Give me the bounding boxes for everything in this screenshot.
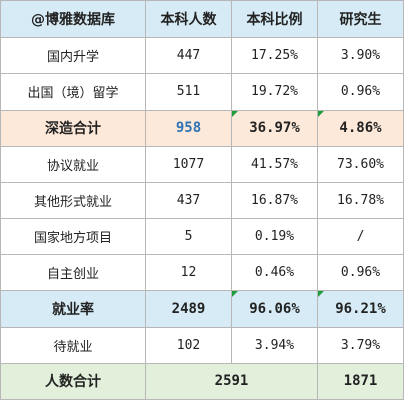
row-grad: 96.21% [317,290,404,328]
row-label: 待就业 [0,326,146,364]
row-label: 出国（境）留学 [0,73,146,111]
row-grad: 73.60% [317,145,404,183]
row-grad: 0.96% [317,73,404,111]
row-count: 1077 [145,145,232,183]
row-ratio: 17.25% [231,37,318,75]
row-grad: 16.78% [317,181,404,220]
row-grad: 3.90% [317,37,404,75]
row-count: 102 [145,326,232,364]
row-count: 2489 [145,290,232,328]
row-label: 其他形式就业 [0,181,146,220]
row-label: 国家地方项目 [0,218,146,256]
table-row: 协议就业 1077 41.57% 73.60% [0,145,404,183]
row-grad: 4.86% [317,109,404,147]
row-grad: 0.96% [317,254,404,292]
row-count: 437 [145,181,232,220]
row-ratio: 36.97% [231,109,318,147]
total-label: 人数合计 [0,362,146,401]
total-grad: 1871 [317,362,404,401]
employment-rate-row: 就业率 2489 96.06% 96.21% [0,290,404,328]
row-label: 协议就业 [0,145,146,183]
row-count: 12 [145,254,232,292]
row-label: 国内升学 [0,37,146,75]
further-study-total-row: 深造合计 958 36.97% 4.86% [0,109,404,147]
row-label: 深造合计 [0,109,146,147]
table-row: 自主创业 12 0.46% 0.96% [0,254,404,292]
table-row: 其他形式就业 437 16.87% 16.78% [0,181,404,220]
row-label: 自主创业 [0,254,146,292]
row-label: 就业率 [0,290,146,328]
row-count: 447 [145,37,232,75]
header-undergrad-ratio: 本科比例 [231,0,318,39]
table-row: 待就业 102 3.94% 3.79% [0,326,404,364]
row-ratio: 0.46% [231,254,318,292]
table-row: 国内升学 447 17.25% 3.90% [0,37,404,75]
header-source: @博雅数据库 [0,0,146,39]
row-ratio: 16.87% [231,181,318,220]
row-count: 958 [145,109,232,147]
table-row: 国家地方项目 5 0.19% / [0,218,404,256]
header-row: @博雅数据库 本科人数 本科比例 研究生 [0,0,404,39]
row-ratio: 41.57% [231,145,318,183]
table-row: 出国（境）留学 511 19.72% 0.96% [0,73,404,111]
total-undergrad: 2591 [145,362,318,401]
row-grad: 3.79% [317,326,404,364]
header-graduate: 研究生 [317,0,404,39]
header-undergrad-count: 本科人数 [145,0,232,39]
row-ratio: 96.06% [231,290,318,328]
row-ratio: 3.94% [231,326,318,364]
row-count: 511 [145,73,232,111]
row-ratio: 0.19% [231,218,318,256]
row-count: 5 [145,218,232,256]
grand-total-row: 人数合计 2591 1871 [0,362,404,401]
row-grad: / [317,218,404,256]
row-ratio: 19.72% [231,73,318,111]
